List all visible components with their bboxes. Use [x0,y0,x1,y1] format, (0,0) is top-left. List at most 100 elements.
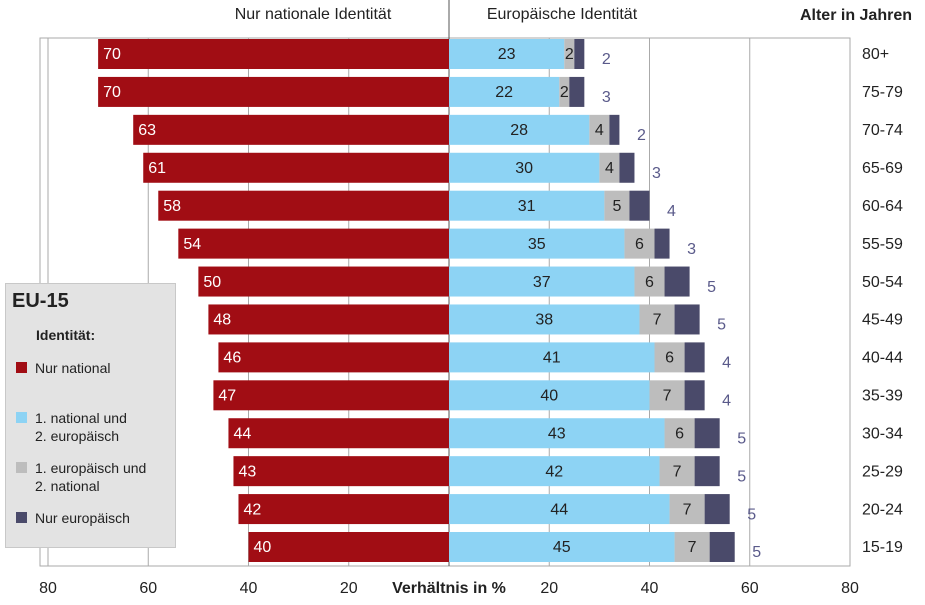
value-label: 45 [553,539,571,556]
category-label: 65-69 [862,160,903,177]
bar-segment [559,76,570,107]
value-label: 5 [747,506,756,523]
legend-title: EU-15 [12,290,69,312]
value-label: 5 [752,544,761,561]
legend: EU-15 Identität: Nur national 1. national… [5,283,176,548]
x-tick-label: 60 [741,580,759,597]
legend-swatch [16,362,27,373]
bar-segment [599,152,620,183]
bar-segment [664,266,690,297]
value-label: 2 [602,51,611,68]
legend-label: Nur europäisch [35,510,130,526]
value-label: 61 [148,160,166,177]
legend-swatch [16,462,27,473]
bar-segment [208,304,449,335]
category-title: Alter in Jahren [800,7,912,24]
legend-subtitle: Identität: [36,327,96,343]
bar-segment [449,532,675,562]
value-label: 35 [528,236,546,253]
value-label: 3 [687,241,696,258]
value-label: 7 [683,501,692,518]
bar-segment [238,494,449,525]
bar-segment [604,190,630,221]
x-axis-label: Verhältnis in % [392,580,506,597]
x-tick-label: 40 [240,580,258,597]
category-label: 80+ [862,46,889,63]
bar-segment [228,418,449,449]
value-label: 6 [675,425,684,442]
legend-label: 1. national und 2. europäisch [35,410,127,444]
bar-segment [619,152,635,183]
value-label: 50 [203,274,221,291]
value-label: 4 [722,393,731,410]
category-label: 75-79 [862,84,903,101]
value-label: 4 [605,160,614,177]
category-label: 50-54 [862,274,903,291]
bar-segment [449,418,665,449]
category-label: 15-19 [862,539,903,556]
value-label: 41 [543,350,561,367]
bar-segment [449,228,625,259]
value-label: 30 [515,160,533,177]
value-label: 40 [254,539,272,556]
bar-segment [449,266,635,297]
bar-segment [664,418,695,449]
bar-segment [198,266,449,297]
bar-segment [674,304,700,335]
bar-segment [98,76,449,107]
bar-segment [659,456,695,487]
bar-segment [158,190,449,221]
category-label: 55-59 [862,236,903,253]
value-label: 54 [183,236,201,253]
bar-segment [449,76,560,107]
value-label: 3 [602,89,611,106]
category-label: 60-64 [862,198,903,215]
x-tick-label: 20 [340,580,358,597]
bar-segment [669,494,705,525]
value-label: 5 [737,430,746,447]
bar-segment [684,380,705,411]
bar-segment [218,342,449,373]
bar-segment [449,39,565,69]
value-label: 40 [540,388,558,405]
value-label: 3 [652,165,661,182]
category-label: 35-39 [862,388,903,405]
bar-segment [674,532,710,562]
category-label: 25-29 [862,463,903,480]
bar-segment [449,494,670,525]
bar-segment [449,380,650,411]
bar-segment [649,380,685,411]
bar-segment [449,152,600,183]
legend-entry: Nur national [16,359,175,395]
bar-segment [624,228,655,259]
value-label: 5 [717,317,726,334]
value-label: 38 [535,312,553,329]
value-label: 42 [545,463,563,480]
bar-segment [178,228,449,259]
bar-segment [574,39,585,69]
bar-segment [449,342,655,373]
category-label: 30-34 [862,425,903,442]
bar-segment [634,266,665,297]
value-label: 7 [663,388,672,405]
bar-segment [449,190,605,221]
bar-segment [709,532,735,562]
value-label: 7 [688,539,697,556]
bar-segment [694,456,720,487]
bar-segment [449,456,660,487]
legend-swatch [16,412,27,423]
category-label: 45-49 [862,312,903,329]
bar-segment [654,228,670,259]
value-label: 2 [560,84,569,101]
value-label: 2 [637,127,646,144]
value-label: 44 [550,501,568,518]
bar-segment [684,342,705,373]
bar-segment [143,152,450,183]
value-label: 63 [138,122,156,139]
value-label: 22 [495,84,513,101]
bar-segment [248,532,449,562]
x-tick-label: 20 [540,580,558,597]
bar-segment [449,114,590,145]
